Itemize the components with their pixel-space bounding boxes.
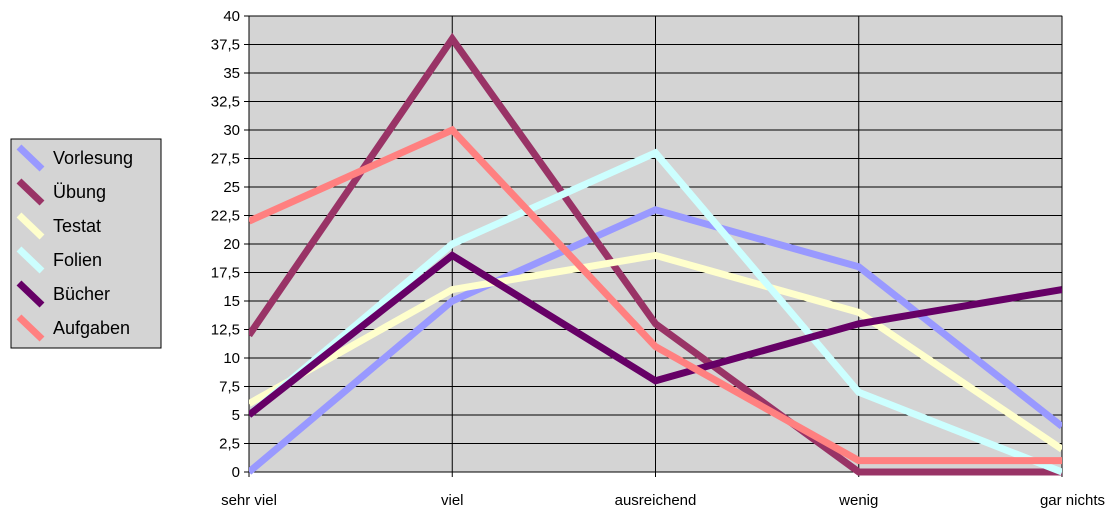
legend-label: Vorlesung — [53, 148, 133, 168]
y-tick-label: 15 — [223, 293, 240, 310]
y-tick-label: 10 — [223, 350, 240, 367]
y-tick-label: 22,5 — [211, 208, 240, 225]
series-line-1 — [249, 32, 1062, 476]
legend-swatch — [16, 314, 45, 342]
series-line-0 — [249, 206, 1062, 475]
series-lines — [249, 32, 1062, 476]
series-line-5 — [249, 125, 1062, 465]
y-tick-label: 37,5 — [211, 37, 240, 54]
legend-swatch — [16, 212, 45, 240]
x-tick-label: wenig — [838, 492, 878, 509]
y-tick-label: 35 — [223, 65, 240, 82]
y-tick-label: 25 — [223, 179, 240, 196]
legend-label: Bücher — [53, 284, 110, 304]
series-line-2 — [249, 251, 1062, 453]
legend-swatch — [16, 144, 45, 172]
legend-swatch — [16, 178, 45, 206]
legend-swatch — [16, 280, 45, 308]
x-tick-label: gar nichts — [1040, 492, 1105, 509]
y-tick-label: 5 — [232, 407, 240, 424]
y-tick-label: 7,5 — [219, 379, 240, 396]
legend-swatch — [16, 246, 45, 274]
y-tick-label: 32,5 — [211, 94, 240, 111]
y-tick-label: 20 — [223, 236, 240, 253]
y-tick-label: 30 — [223, 122, 240, 139]
legend-label: Testat — [53, 216, 101, 236]
x-tick-label: ausreichend — [615, 492, 697, 509]
legend-label: Übung — [53, 182, 106, 202]
y-tick-label: 12,5 — [211, 322, 240, 339]
y-tick-label: 0 — [232, 464, 240, 481]
series-line-3 — [249, 148, 1062, 476]
y-tick-label: 2,5 — [219, 436, 240, 453]
x-tick-label: sehr viel — [221, 492, 277, 509]
legend-label: Folien — [53, 250, 102, 270]
x-tick-label: viel — [441, 492, 464, 509]
legend: Vorlesung Übung Testat Folien Bücher Aufgaben — [10, 138, 162, 349]
legend-label: Aufgaben — [53, 318, 130, 338]
y-tick-label: 40 — [223, 8, 240, 25]
legend-box — [10, 138, 162, 349]
y-tick-label: 27,5 — [211, 151, 240, 168]
y-tick-label: 17,5 — [211, 265, 240, 282]
series-line-4 — [249, 251, 1062, 418]
